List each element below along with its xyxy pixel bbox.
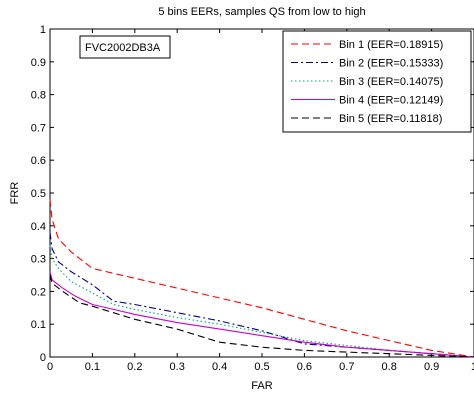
series-line-bin-5 — [49, 274, 474, 358]
x-tick-label: 0.1 — [85, 361, 100, 373]
legend-label-bin-5: Bin 5 (EER=0.11818) — [339, 113, 442, 125]
y-tick-label: 1 — [40, 24, 46, 36]
chart-title: 5 bins EERs, samples QS from low to high — [158, 6, 365, 18]
dataset-annotation: FVC2002DB3A — [79, 35, 171, 59]
legend-label-bin-4: Bin 4 (EER=0.12149) — [339, 95, 443, 107]
y-axis-label: FRR — [9, 182, 21, 205]
y-tick-label: 0 — [40, 352, 46, 364]
x-tick-label: 0.8 — [382, 361, 397, 373]
x-tick-label: 0 — [47, 361, 53, 373]
x-axis-label: FAR — [251, 380, 272, 392]
axis-ticks: 0 0.1 0.2 0.3 0.4 0.5 0.6 0.7 0.8 0.9 1 0 0.1 0.2 0.3 0… — [31, 24, 474, 373]
annotation-box — [79, 35, 171, 59]
y-tick-label: 0.1 — [31, 319, 46, 331]
x-tick-label: 0.6 — [297, 361, 312, 373]
series-line-bin-3 — [49, 245, 474, 358]
y-tick-label: 0.8 — [31, 90, 46, 102]
series-line-bin-4 — [49, 271, 474, 358]
x-tick-label: 0.5 — [254, 361, 269, 373]
y-tick-label: 0.3 — [31, 254, 46, 266]
annotation-text: FVC2002DB3A — [85, 42, 161, 54]
legend-label-bin-3: Bin 3 (EER=0.14075) — [339, 76, 443, 88]
x-tick-label: 0.9 — [424, 361, 439, 373]
series-lines — [49, 199, 474, 358]
x-tick-label: 0.7 — [339, 361, 354, 373]
legend-label-bin-1: Bin 1 (EER=0.18915) — [339, 39, 443, 51]
y-tick-label: 0.5 — [31, 188, 46, 200]
y-tick-label: 0.9 — [31, 57, 46, 69]
legend-box — [282, 30, 472, 133]
x-tick-label: 1 — [471, 361, 474, 373]
x-tick-label: 0.2 — [127, 361, 142, 373]
x-tick-label: 0.3 — [170, 361, 185, 373]
legend-label-bin-2: Bin 2 (EER=0.15333) — [339, 58, 443, 70]
y-tick-label: 0.2 — [31, 286, 46, 298]
y-tick-label: 0.6 — [31, 155, 46, 167]
x-tick-label: 0.4 — [212, 361, 227, 373]
y-tick-label: 0.7 — [31, 122, 46, 134]
y-tick-label: 0.4 — [31, 221, 46, 233]
legend: Bin 1 (EER=0.18915) Bin 2 (EER=0.15333) Bi… — [282, 30, 472, 133]
